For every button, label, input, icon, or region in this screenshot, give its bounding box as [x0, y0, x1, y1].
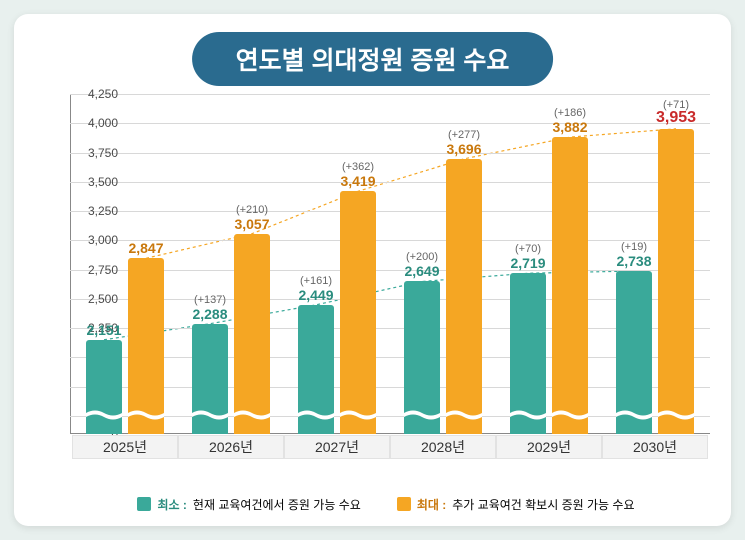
- bar-group: 2,738 3,953 (+19) (+71): [602, 94, 708, 434]
- bar-group: 2,288 3,057 (+137) (+210): [178, 94, 284, 434]
- bar-min-delta: (+19): [610, 241, 658, 253]
- legend-min: 최소 : 현재 교육여건에서 증원 가능 수요: [137, 496, 360, 513]
- bar-max: [446, 159, 482, 434]
- bar-group: 2,719 3,882 (+70) (+186): [496, 94, 602, 434]
- bar-min: [510, 273, 546, 434]
- legend-max-prefix: 최대 :: [417, 496, 446, 513]
- bar-min-delta: (+200): [398, 251, 446, 263]
- bar-min-value: 2,449: [292, 287, 340, 303]
- bar-max-value: 3,882: [546, 119, 594, 135]
- bar-min: [616, 271, 652, 434]
- legend-min-swatch: [137, 497, 151, 511]
- chart-title: 연도별 의대정원 증원 수요: [192, 32, 554, 86]
- legend-max-text: 추가 교육여건 확보시 증원 가능 수요: [452, 496, 634, 513]
- bar-min-value: 2,151: [80, 322, 128, 338]
- legend-min-text: 현재 교육여건에서 증원 가능 수요: [193, 496, 361, 513]
- bar-min-value: 2,738: [610, 253, 658, 269]
- bar-min: [404, 281, 440, 434]
- bar-min-value: 2,288: [186, 306, 234, 322]
- x-tick-label: 2025년: [72, 435, 178, 459]
- x-tick-label: 2028년: [390, 435, 496, 459]
- bar-max: [658, 129, 694, 434]
- bar-max-delta: (+277): [440, 129, 488, 141]
- bar-min: [298, 305, 334, 434]
- bar-min-value: 2,719: [504, 255, 552, 271]
- bar-min-delta: (+70): [504, 243, 552, 255]
- legend: 최소 : 현재 교육여건에서 증원 가능 수요 최대 : 추가 교육여건 확보시…: [62, 492, 710, 516]
- bar-max-delta: (+186): [546, 107, 594, 119]
- bar-max-value: 2,847: [122, 240, 170, 256]
- bar-min-delta: (+161): [292, 275, 340, 287]
- bar-min-delta: (+137): [186, 294, 234, 306]
- bar-min: [192, 324, 228, 434]
- bar-max: [552, 137, 588, 434]
- chart-area: 01,5001,7502,0002,2502,5002,7503,0003,25…: [70, 94, 710, 452]
- x-tick-label: 2027년: [284, 435, 390, 459]
- legend-max: 최대 : 추가 교육여건 확보시 증원 가능 수요: [397, 496, 635, 513]
- bar-max-value: 3,953: [652, 109, 700, 127]
- bar-max-delta: (+362): [334, 161, 382, 173]
- bar-max-value: 3,696: [440, 141, 488, 157]
- y-axis-line: [70, 94, 71, 434]
- x-tick-label: 2030년: [602, 435, 708, 459]
- bar-max-value: 3,057: [228, 216, 276, 232]
- x-tick-label: 2029년: [496, 435, 602, 459]
- bar-max: [234, 234, 270, 434]
- bar-max: [128, 258, 164, 434]
- bar-max-value: 3,419: [334, 173, 382, 189]
- x-tick-label: 2026년: [178, 435, 284, 459]
- bar-max: [340, 191, 376, 434]
- bar-max-delta: (+71): [652, 99, 700, 111]
- bar-min: [86, 340, 122, 434]
- bar-min-value: 2,649: [398, 263, 446, 279]
- chart-card: 연도별 의대정원 증원 수요 01,5001,7502,0002,2502,50…: [14, 14, 731, 526]
- legend-max-swatch: [397, 497, 411, 511]
- bar-group: 2,649 3,696 (+200) (+277): [390, 94, 496, 434]
- legend-min-prefix: 최소 :: [157, 496, 186, 513]
- bar-max-delta: (+210): [228, 204, 276, 216]
- bar-group: 2,449 3,419 (+161) (+362): [284, 94, 390, 434]
- bar-group: 2,151 2,847: [72, 94, 178, 434]
